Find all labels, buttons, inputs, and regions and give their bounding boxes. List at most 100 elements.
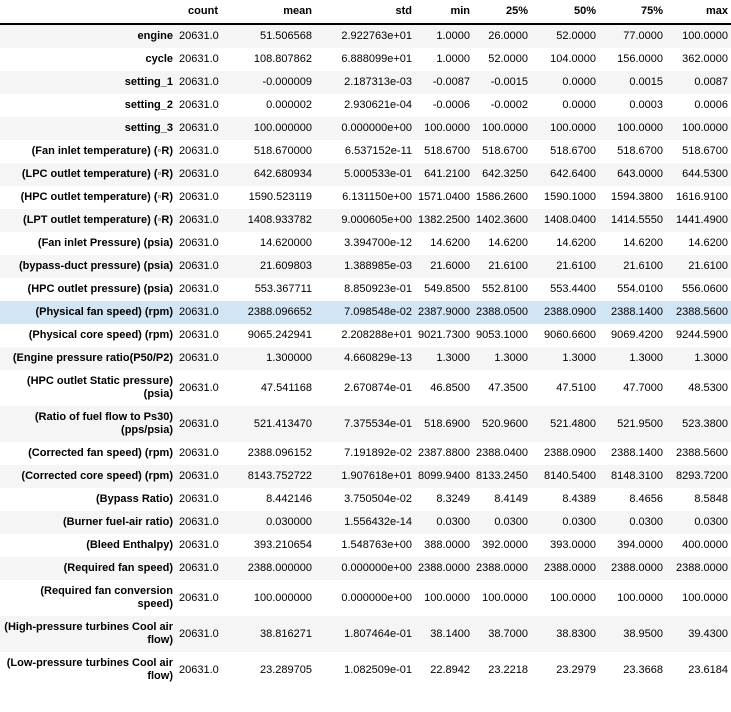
cell-min: -0.0006 — [432, 99, 470, 111]
cell-75pct: 518.6700 — [617, 145, 663, 157]
cell-mean: 553.367711 — [254, 283, 312, 295]
table-header: count mean std min 25% 50% 75% max — [0, 0, 731, 25]
cell-50pct: 0.0000 — [562, 99, 596, 111]
cell-count: 20631.0 — [179, 237, 219, 249]
cell-25pct: 9053.1000 — [476, 329, 528, 341]
row-label: setting_1 — [124, 76, 173, 88]
cell-mean: 8.442146 — [266, 493, 312, 505]
cell-max: 0.0087 — [694, 76, 728, 88]
cell-min: 100.0000 — [424, 122, 470, 134]
row-label: (Corrected core speed) (rpm) — [21, 470, 173, 482]
cell-75pct: 8.4656 — [629, 493, 663, 505]
cell-min: 1.0000 — [436, 53, 470, 65]
cell-50pct: 38.8300 — [556, 627, 596, 640]
table-row: (High-pressure turbines Cool air flow) 20… — [0, 616, 731, 652]
table-row: (Bleed Enthalpy) 20631.0 393.210654 1.54876… — [0, 534, 731, 557]
column-header-25pct: 25% — [473, 0, 531, 25]
table-body: engine 20631.0 51.506568 2.922763e+01 1.0000… — [0, 24, 731, 688]
cell-max: 100.0000 — [682, 591, 728, 604]
cell-75pct: 0.0003 — [629, 99, 663, 111]
cell-75pct: 9069.4200 — [611, 329, 663, 341]
cell-25pct: 8.4149 — [494, 493, 528, 505]
cell-25pct: 14.6200 — [488, 237, 528, 249]
cell-50pct: 2388.0000 — [544, 562, 596, 574]
row-label: cycle — [145, 53, 173, 65]
cell-75pct: 2388.0000 — [611, 562, 663, 574]
cell-count: 20631.0 — [179, 329, 219, 341]
cell-75pct: 643.0000 — [617, 168, 663, 180]
table-row: (LPT outlet temperature) (◦R) 20631.0 1408… — [0, 209, 731, 232]
cell-75pct: 47.7000 — [623, 381, 663, 394]
cell-mean: 23.289705 — [260, 663, 312, 676]
cell-50pct: 393.0000 — [550, 539, 596, 551]
table-row: (HPC outlet pressure) (psia) 20631.0 553.3… — [0, 278, 731, 301]
cell-75pct: 2388.1400 — [611, 447, 663, 459]
cell-mean: 38.816271 — [260, 627, 312, 640]
cell-25pct: 47.3500 — [488, 381, 528, 394]
cell-25pct: -0.0015 — [490, 76, 528, 88]
cell-std: 7.375534e-01 — [344, 417, 412, 430]
cell-max: 2388.0000 — [676, 562, 728, 574]
cell-max: 21.6100 — [688, 260, 728, 272]
cell-std: 3.750504e-02 — [344, 493, 412, 505]
table-row: setting_2 20631.0 0.000002 2.930621e-04 -0.0… — [0, 94, 731, 117]
cell-50pct: 9060.6600 — [544, 329, 596, 341]
cell-count: 20631.0 — [179, 591, 219, 604]
cell-max: 518.6700 — [682, 145, 728, 157]
cell-max: 2388.5600 — [676, 447, 728, 459]
cell-std: 1.807464e-01 — [344, 627, 412, 640]
cell-min: 8099.9400 — [418, 470, 470, 482]
cell-count: 20631.0 — [179, 562, 219, 574]
cell-25pct: 1402.3600 — [476, 214, 528, 226]
row-label: (LPC outlet temperature) (◦R) — [21, 168, 173, 180]
cell-count: 20631.0 — [179, 53, 219, 65]
table-row: cycle 20631.0 108.807862 6.888099e+01 1.0000… — [0, 48, 731, 71]
cell-25pct: 26.0000 — [488, 30, 528, 42]
cell-std: 3.394700e-12 — [344, 237, 412, 249]
column-header-count: count — [176, 0, 221, 25]
cell-mean: 1408.933782 — [247, 214, 312, 226]
cell-25pct: 520.9600 — [482, 417, 528, 430]
cell-50pct: 8140.5400 — [544, 470, 596, 482]
cell-max: 0.0006 — [694, 99, 728, 111]
row-label: (HPC outlet temperature) (◦R) — [20, 191, 173, 203]
cell-25pct: 2388.0500 — [476, 306, 528, 318]
cell-25pct: 8133.2450 — [476, 470, 528, 482]
cell-std: 6.888099e+01 — [341, 53, 412, 65]
table-row: (HPC outlet temperature) (◦R) 20631.0 1590… — [0, 186, 731, 209]
cell-75pct: 0.0015 — [629, 76, 663, 88]
cell-min: 2388.0000 — [418, 562, 470, 574]
cell-75pct: 38.9500 — [623, 627, 663, 640]
cell-25pct: 642.3250 — [482, 168, 528, 180]
cell-mean: 2388.096652 — [247, 306, 312, 318]
cell-50pct: 2388.0900 — [544, 306, 596, 318]
cell-mean: 47.541168 — [260, 381, 312, 394]
cell-mean: 2388.000000 — [247, 562, 312, 574]
table-row: (Bypass Ratio) 20631.0 8.442146 3.750504e-0… — [0, 488, 731, 511]
cell-mean: 21.609803 — [260, 260, 312, 272]
cell-min: 641.2100 — [424, 168, 470, 180]
cell-75pct: 2388.1400 — [611, 306, 663, 318]
cell-75pct: 14.6200 — [623, 237, 663, 249]
row-label: (bypass-duct pressure) (psia) — [18, 260, 173, 272]
cell-mean: 1.300000 — [266, 352, 312, 364]
cell-50pct: 1408.0400 — [544, 214, 596, 226]
row-label: (Fan inlet Pressure) (psia) — [37, 237, 173, 249]
cell-50pct: 14.6200 — [556, 237, 596, 249]
table-row: (Fan inlet Pressure) (psia) 20631.0 14.620… — [0, 232, 731, 255]
column-header-50pct: 50% — [531, 0, 599, 25]
cell-count: 20631.0 — [179, 470, 219, 482]
cell-mean: 108.807862 — [253, 53, 312, 65]
table-row: (HPC outlet Static pressure) (psia) 20631… — [0, 370, 731, 406]
cell-min: 1382.2500 — [418, 214, 470, 226]
cell-min: 1571.0400 — [418, 191, 470, 203]
cell-std: 7.191892e-02 — [344, 447, 412, 459]
cell-mean: 0.030000 — [266, 516, 312, 528]
cell-mean: 642.680934 — [253, 168, 312, 180]
cell-std: 2.187313e-03 — [344, 76, 412, 88]
cell-mean: 100.000000 — [253, 591, 312, 604]
table-row: (Required fan conversion speed) 20631.0 10… — [0, 580, 731, 616]
cell-count: 20631.0 — [179, 76, 219, 88]
cell-min: 1.3000 — [436, 352, 470, 364]
cell-50pct: 0.0000 — [562, 76, 596, 88]
